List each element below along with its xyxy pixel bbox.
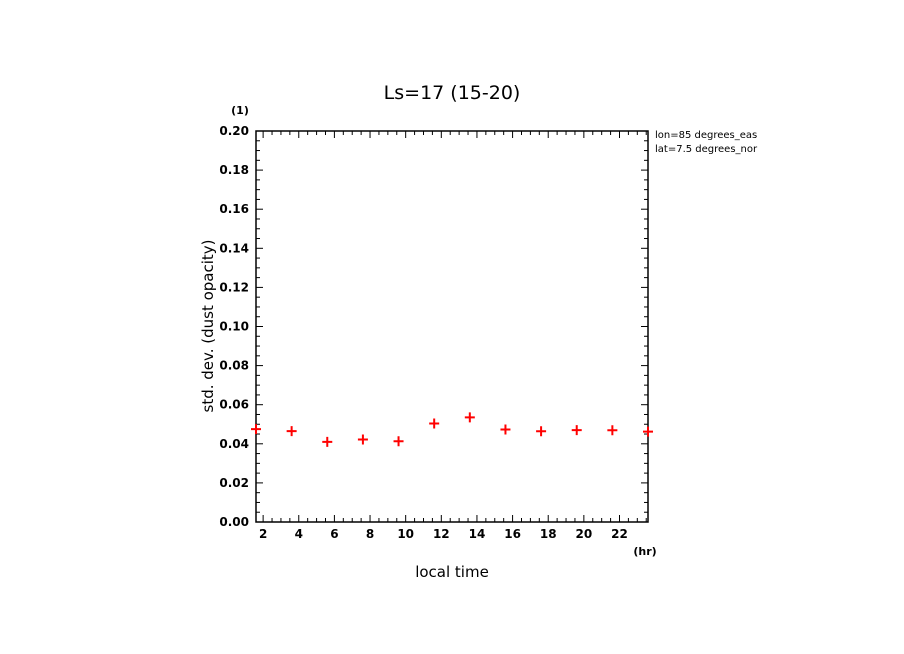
x-tick-label: 12 xyxy=(433,527,450,541)
y-tick-label: 0.12 xyxy=(219,280,249,294)
x-axis-label: local time xyxy=(415,563,489,581)
data-point xyxy=(357,434,368,445)
plot-frame xyxy=(255,130,649,523)
data-point xyxy=(429,418,440,429)
y-tick-label: 0.10 xyxy=(219,320,249,334)
x-tick-label: 18 xyxy=(540,527,557,541)
x-tick-label: 22 xyxy=(611,527,628,541)
x-tick-label: 4 xyxy=(295,527,303,541)
data-point xyxy=(607,425,618,436)
y-tick-label: 0.18 xyxy=(219,163,249,177)
y-tick-label: 0.02 xyxy=(219,476,249,490)
y-tick-label: 0.20 xyxy=(219,124,249,138)
y-tick-label: 0.08 xyxy=(219,359,249,373)
data-point xyxy=(643,426,653,437)
data-point xyxy=(322,436,333,447)
chart-title: Ls=17 (15-20) xyxy=(384,82,521,104)
data-point xyxy=(500,424,511,435)
annotation-lon: lon=85 degrees_eas xyxy=(655,130,757,141)
data-point xyxy=(571,425,582,436)
y-axis-label: std. dev. (dust opacity) xyxy=(199,239,217,412)
y-unit-label: (1) xyxy=(231,104,249,117)
data-point xyxy=(286,426,297,437)
x-tick-label: 16 xyxy=(504,527,521,541)
y-tick-label: 0.16 xyxy=(219,202,249,216)
y-tick-label: 0.14 xyxy=(219,241,249,255)
axis-ticks xyxy=(256,130,648,523)
data-point xyxy=(393,436,404,447)
tick-labels: 0.00 0.02 0.04 0.06 0.08 0.10 0.12 0.14 0.16 0.18… xyxy=(219,124,627,541)
x-tick-label: 10 xyxy=(397,527,414,541)
x-tick-label: 20 xyxy=(576,527,593,541)
y-tick-label: 0.04 xyxy=(219,437,249,451)
y-tick-label: 0.00 xyxy=(219,515,249,529)
x-tick-label: 6 xyxy=(330,527,338,541)
data-point xyxy=(251,424,261,435)
data-markers xyxy=(251,412,653,447)
data-point xyxy=(536,426,547,437)
x-tick-label: 14 xyxy=(469,527,486,541)
data-point xyxy=(464,412,475,423)
y-tick-label: 0.06 xyxy=(219,398,249,412)
annotation-lat: lat=7.5 degrees_nor xyxy=(655,144,758,155)
x-tick-label: 2 xyxy=(259,527,267,541)
x-tick-label: 8 xyxy=(366,527,374,541)
x-unit-label: (hr) xyxy=(633,545,656,558)
